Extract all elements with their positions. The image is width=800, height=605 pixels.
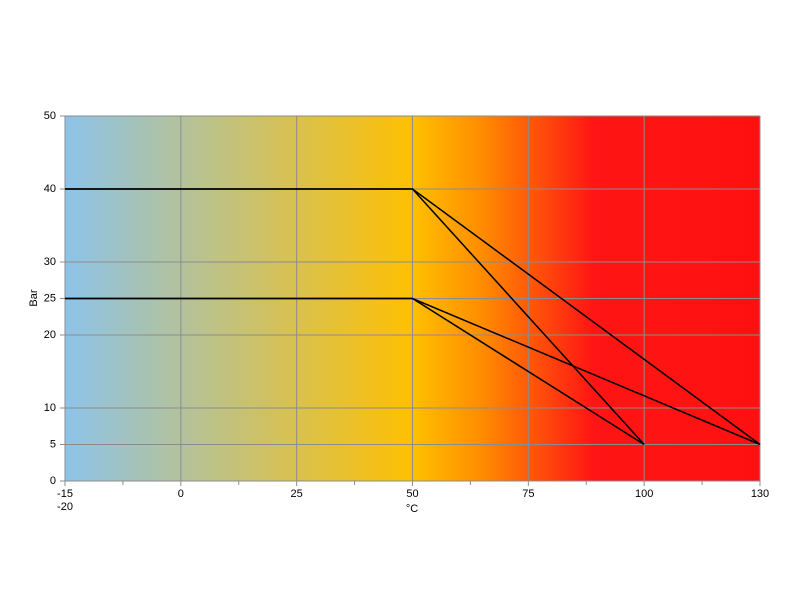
- y-tick-label: 25: [44, 292, 56, 304]
- x-tick-label: -15: [57, 488, 73, 500]
- y-tick-label: 10: [44, 402, 56, 414]
- y-axis-label: Bar: [28, 289, 40, 306]
- x-tick-label: 50: [406, 488, 418, 500]
- y-tick-label: 20: [44, 329, 56, 341]
- series-line: [65, 297, 761, 446]
- y-tick-label: 40: [44, 183, 56, 195]
- series-line: [65, 188, 761, 446]
- y-tick-label: 5: [50, 438, 56, 450]
- y-tick-label: 0: [50, 475, 56, 487]
- x-tick-label: 130: [751, 488, 769, 500]
- x-tick-label: 25: [291, 488, 303, 500]
- x-tick-label: 100: [635, 488, 653, 500]
- x-tick-label: -20: [57, 501, 73, 513]
- y-tick-label: 30: [44, 256, 56, 268]
- x-tick-label: 0: [178, 488, 184, 500]
- y-tick-label: 50: [44, 110, 56, 122]
- x-tick-label: 75: [522, 488, 534, 500]
- x-axis-label: °C: [406, 503, 418, 515]
